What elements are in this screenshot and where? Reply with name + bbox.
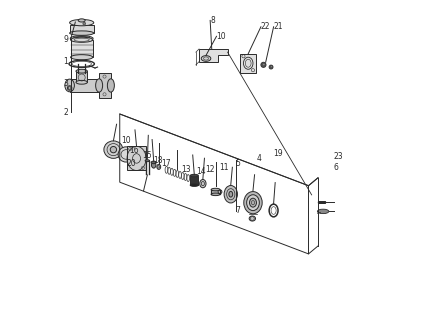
Text: 4: 4: [256, 154, 261, 163]
Ellipse shape: [70, 20, 94, 26]
Text: 21: 21: [274, 22, 283, 31]
Ellipse shape: [68, 86, 72, 90]
Ellipse shape: [78, 19, 85, 22]
Ellipse shape: [190, 184, 198, 186]
Text: 7: 7: [236, 206, 240, 215]
Text: 11: 11: [219, 164, 228, 172]
Ellipse shape: [107, 79, 114, 92]
Text: 19: 19: [274, 149, 283, 158]
Text: 16: 16: [129, 146, 139, 155]
Ellipse shape: [71, 55, 93, 60]
Bar: [190, 176, 198, 185]
Polygon shape: [70, 79, 102, 92]
Ellipse shape: [224, 186, 237, 203]
Text: 22: 22: [261, 22, 271, 31]
Ellipse shape: [229, 191, 233, 197]
Circle shape: [261, 62, 266, 68]
Ellipse shape: [110, 147, 116, 153]
Text: 12: 12: [205, 165, 214, 174]
Text: 14: 14: [196, 167, 206, 176]
Polygon shape: [127, 146, 146, 171]
Text: 10: 10: [216, 32, 226, 41]
Ellipse shape: [157, 164, 161, 169]
Ellipse shape: [152, 162, 156, 168]
Circle shape: [83, 22, 85, 25]
Text: 17: 17: [161, 159, 171, 168]
Text: 18: 18: [153, 156, 162, 164]
Text: 6: 6: [334, 164, 339, 172]
Text: 1: 1: [64, 57, 68, 66]
Ellipse shape: [218, 190, 222, 194]
Ellipse shape: [118, 147, 134, 162]
Ellipse shape: [97, 79, 107, 92]
Text: 2: 2: [64, 108, 68, 117]
Bar: [211, 189, 220, 194]
Text: 15: 15: [142, 151, 152, 160]
Ellipse shape: [201, 56, 211, 61]
Ellipse shape: [190, 174, 198, 177]
Ellipse shape: [71, 37, 93, 42]
Ellipse shape: [249, 216, 255, 221]
Text: 3: 3: [64, 79, 68, 88]
Text: 23: 23: [334, 152, 343, 161]
Ellipse shape: [211, 188, 220, 191]
Polygon shape: [99, 73, 111, 98]
Circle shape: [262, 63, 265, 66]
Bar: [318, 201, 325, 203]
Circle shape: [271, 66, 272, 68]
Text: 10: 10: [121, 136, 131, 146]
Ellipse shape: [96, 79, 103, 92]
Polygon shape: [76, 71, 87, 82]
Ellipse shape: [76, 69, 87, 73]
Ellipse shape: [76, 80, 87, 84]
Ellipse shape: [70, 31, 94, 35]
Ellipse shape: [247, 195, 259, 211]
Ellipse shape: [317, 209, 329, 214]
Text: 20: 20: [126, 159, 136, 168]
Ellipse shape: [244, 192, 262, 214]
Polygon shape: [199, 49, 228, 62]
Circle shape: [269, 65, 273, 69]
Ellipse shape: [249, 198, 256, 207]
Ellipse shape: [151, 161, 156, 164]
Polygon shape: [70, 25, 94, 33]
Ellipse shape: [200, 180, 206, 188]
Ellipse shape: [211, 193, 220, 196]
Text: 5: 5: [236, 159, 240, 168]
Text: 8: 8: [210, 16, 215, 25]
Ellipse shape: [70, 36, 93, 41]
Bar: [71, 40, 93, 57]
Polygon shape: [240, 54, 256, 73]
Ellipse shape: [65, 79, 74, 92]
Text: 9: 9: [64, 35, 68, 44]
Text: 13: 13: [181, 165, 191, 174]
Ellipse shape: [145, 160, 149, 162]
Ellipse shape: [104, 141, 123, 158]
